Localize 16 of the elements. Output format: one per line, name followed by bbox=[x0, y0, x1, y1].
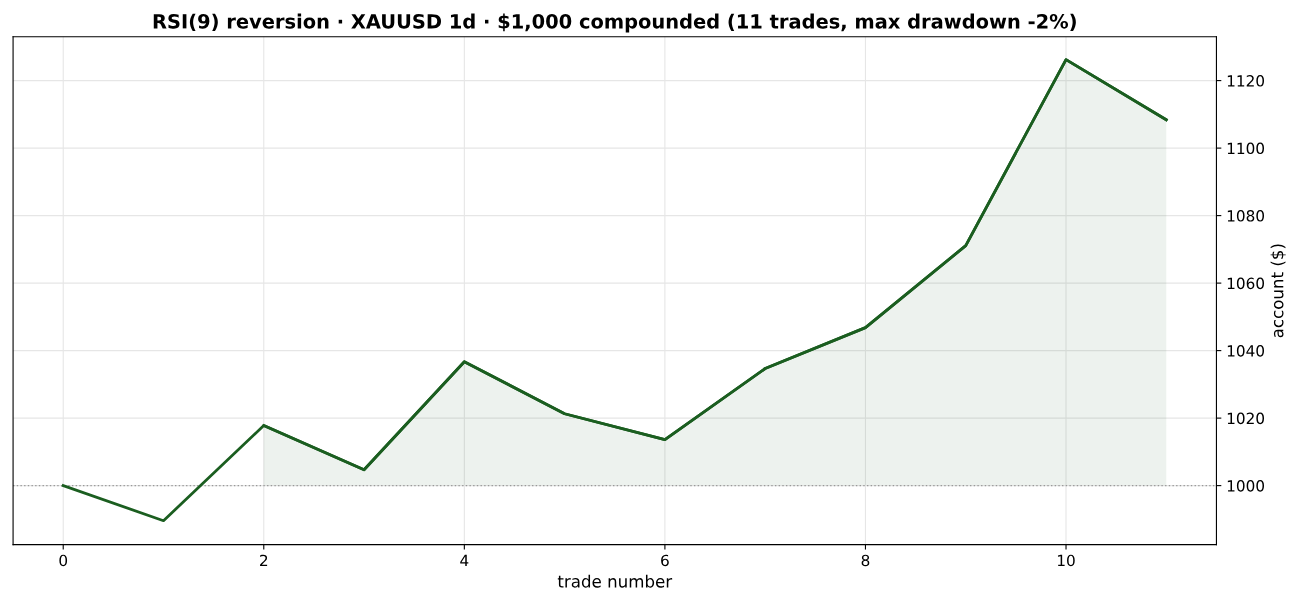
chart-title: RSI(9) reversion · XAUUSD 1d · $1,000 compounded (11 trades, max drawdown -2%) bbox=[153, 13, 1076, 33]
y-tick-label: 1100 bbox=[1227, 142, 1265, 155]
y-tick-label: 1000 bbox=[1227, 480, 1265, 492]
y-tick-label: 1020 bbox=[1227, 412, 1265, 425]
x-tick-label: 6 bbox=[661, 554, 669, 567]
x-tick-label: 10 bbox=[1057, 554, 1075, 567]
x-tick-label: 4 bbox=[460, 554, 469, 567]
x-tick-label: 2 bbox=[260, 554, 268, 567]
y-tick-label: 1040 bbox=[1227, 345, 1265, 357]
y-axis-title: account ($) bbox=[1270, 244, 1286, 338]
x-tick-label: 0 bbox=[59, 554, 68, 567]
x-tick-label: 8 bbox=[861, 554, 870, 567]
x-axis-title: trade number bbox=[557, 574, 673, 588]
y-tick-label: 1060 bbox=[1227, 277, 1265, 290]
y-tick-label: 1120 bbox=[1227, 75, 1265, 87]
y-tick-label: 1080 bbox=[1227, 210, 1265, 222]
